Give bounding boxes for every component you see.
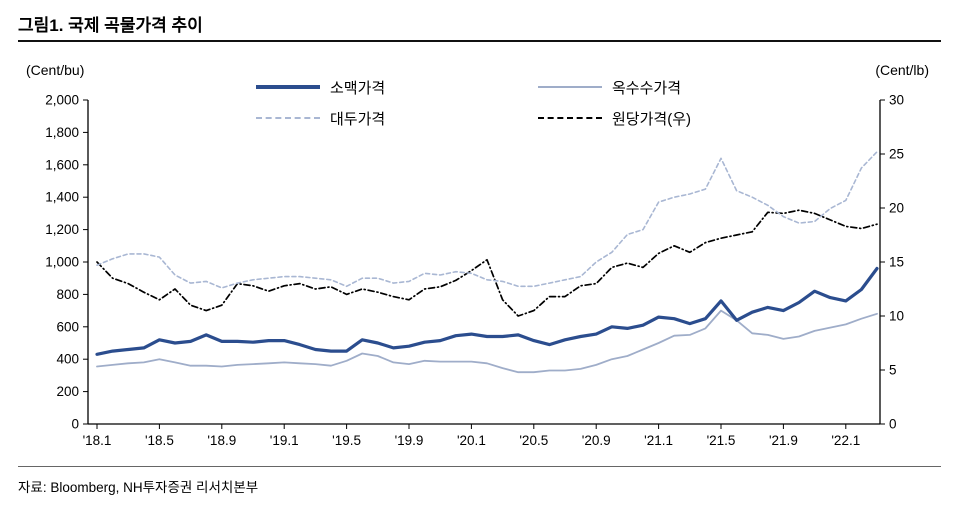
legend-item-sugar: 원당가격(우)	[538, 107, 820, 129]
legend-label-wheat: 소맥가격	[330, 79, 386, 97]
left-axis-tick-label: 600	[56, 319, 79, 334]
x-axis-tick-label: '20.1	[457, 433, 486, 448]
legend-item-wheat: 소맥가격	[256, 76, 538, 98]
right-axis-tick-label: 0	[889, 417, 897, 432]
footer-divider	[18, 466, 941, 467]
left-axis-tick-label: 1,800	[45, 125, 79, 140]
right-axis-tick-label: 5	[889, 363, 897, 378]
left-axis-tick-label: 1,200	[45, 222, 79, 237]
x-axis-tick-label: '20.5	[519, 433, 548, 448]
legend: 소맥가격 옥수수가격 대두가격 원당가격(우)	[256, 76, 820, 129]
soybean-line-sample	[256, 117, 320, 119]
sugar-line-sample	[538, 117, 602, 119]
legend-item-soybean: 대두가격	[256, 107, 538, 129]
wheat-price-line	[95, 266, 879, 356]
corn-line-sample	[538, 86, 602, 88]
x-axis-tick-label: '18.1	[83, 433, 112, 448]
right-axis-tick-label: 25	[889, 147, 904, 162]
x-axis-tick-label: '21.5	[707, 433, 736, 448]
title-divider	[18, 40, 941, 42]
left-axis-tick-label: 1,600	[45, 157, 79, 172]
right-axis-tick-label: 15	[889, 255, 904, 270]
left-axis-tick-label: 200	[56, 384, 79, 399]
x-axis-tick-label: '19.5	[332, 433, 361, 448]
corn-price-line	[96, 309, 878, 374]
page-title: 그림1. 국제 곡물가격 추이	[18, 16, 203, 35]
x-axis-tick-label: '18.5	[145, 433, 174, 448]
legend-item-corn: 옥수수가격	[538, 76, 820, 98]
left-axis-tick-label: 2,000	[45, 93, 79, 108]
right-axis-tick-label: 20	[889, 201, 904, 216]
wheat-line-sample	[256, 85, 320, 89]
x-axis-tick-label: '21.1	[644, 433, 673, 448]
left-axis-tick-label: 1,400	[45, 190, 79, 205]
right-axis-tick-label: 30	[889, 93, 904, 108]
chart-svg: 02004006008001,0001,2001,4001,6001,8002,…	[45, 93, 904, 449]
x-axis-tick-label: '20.9	[582, 433, 611, 448]
x-axis-tick-label: '19.1	[270, 433, 299, 448]
x-axis-tick-label: '18.9	[207, 433, 236, 448]
left-axis-tick-label: 1,000	[45, 255, 79, 270]
source-text: 자료: Bloomberg, NH투자증권 리서치본부	[18, 480, 259, 495]
right-axis-tick-label: 10	[889, 309, 904, 324]
x-axis-tick-label: '21.9	[769, 433, 798, 448]
legend-label-soybean: 대두가격	[330, 110, 386, 128]
left-axis-tick-label: 800	[56, 287, 79, 302]
left-axis-unit-label: (Cent/bu)	[26, 62, 85, 78]
legend-label-corn: 옥수수가격	[612, 79, 682, 97]
right-axis-unit-label: (Cent/lb)	[875, 62, 929, 78]
left-axis-tick-label: 0	[71, 417, 79, 432]
legend-label-sugar: 원당가격(우)	[612, 110, 691, 128]
x-axis-tick-label: '22.1	[831, 433, 860, 448]
sugar-price-line	[96, 209, 878, 317]
left-axis-tick-label: 400	[56, 352, 79, 367]
x-axis-tick-label: '19.9	[395, 433, 424, 448]
soybean-price-line	[96, 151, 878, 289]
